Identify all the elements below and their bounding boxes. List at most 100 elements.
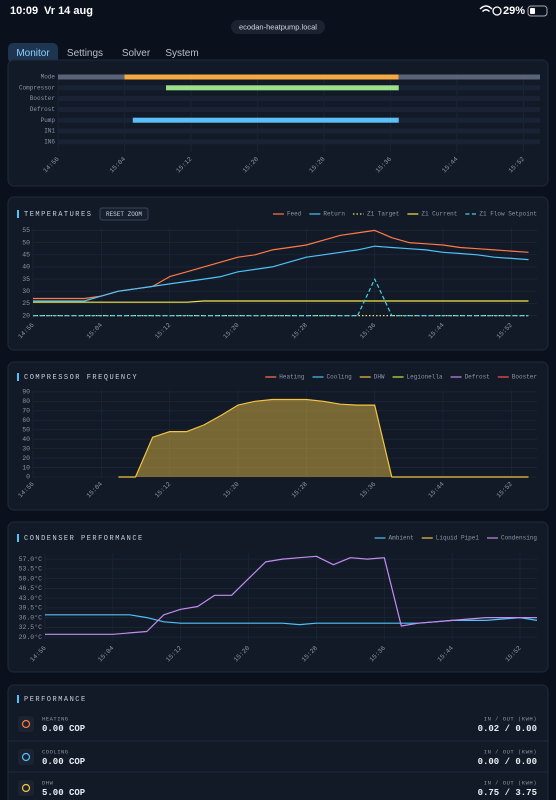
y-tick-label: 45 xyxy=(22,251,30,258)
title-accent xyxy=(17,210,19,218)
y-tick-label: 60 xyxy=(22,417,30,424)
series-line xyxy=(33,300,529,303)
status-date: Vr 14 aug xyxy=(44,5,93,17)
series-line xyxy=(33,245,529,302)
y-tick-label: 90 xyxy=(22,389,30,396)
status-time: 10:09 xyxy=(10,5,38,17)
legend-label: Condensing xyxy=(501,535,537,542)
row-cop: 0.00 COP xyxy=(42,724,86,734)
legend-label: Booster xyxy=(512,374,538,381)
series-line xyxy=(45,555,537,635)
y-tick-label: 40 xyxy=(22,436,30,443)
row-track xyxy=(58,96,540,102)
wifi-icon xyxy=(479,5,493,13)
row-track xyxy=(58,128,540,134)
row-cop: 0.00 COP xyxy=(42,757,86,767)
legend-label: Heating xyxy=(279,374,305,381)
card xyxy=(7,59,549,187)
card xyxy=(7,361,549,511)
url: ecodan-heatpump.local xyxy=(239,22,317,31)
y-tick-label: 0 xyxy=(26,474,30,481)
row-label: IN1 xyxy=(44,128,55,135)
card-title: COMPRESSOR FREQUENCY xyxy=(24,374,138,382)
state-bar xyxy=(398,74,540,80)
row-label: HEATING xyxy=(42,715,69,722)
legend-label: Return xyxy=(323,211,345,218)
y-tick-label: 40 xyxy=(22,264,30,271)
legend-label: Z1 Flow Setpoint xyxy=(479,211,537,218)
row-cop: 5.00 COP xyxy=(42,788,86,798)
y-tick-label: 46.5°C xyxy=(19,584,43,592)
y-tick-label: 25 xyxy=(22,300,30,307)
y-tick-label: 20 xyxy=(22,312,30,319)
legend-label: Ambient xyxy=(389,535,414,542)
y-tick-label: 20 xyxy=(22,455,30,462)
lock-icon xyxy=(492,6,502,16)
row-icon xyxy=(18,716,34,732)
card-title: PERFORMANCE xyxy=(24,696,87,704)
active-tab-bg xyxy=(8,43,58,63)
row-label: DHW xyxy=(42,779,54,786)
row-io: 0.02 / 0.00 xyxy=(478,724,537,734)
y-tick-label: 50.0°C xyxy=(19,574,43,582)
row-io-label: IN / OUT (KWH) xyxy=(484,779,537,786)
legend-label: Z1 Current xyxy=(421,211,457,218)
y-tick-label: 39.5°C xyxy=(19,604,43,612)
y-tick-label: 70 xyxy=(22,408,30,415)
reset-zoom-button[interactable] xyxy=(99,207,149,221)
series-line xyxy=(33,278,529,317)
row-label: COOLING xyxy=(42,748,69,755)
row-track xyxy=(58,106,540,112)
battery-level: 29% xyxy=(503,5,525,17)
y-tick-label: 30 xyxy=(22,288,30,295)
row-io: 0.00 / 0.00 xyxy=(478,757,537,767)
row-icon-glyph xyxy=(21,783,31,793)
legend-label: Z1 Target xyxy=(367,211,399,218)
title-accent xyxy=(17,373,19,381)
row-icon xyxy=(18,749,34,765)
card-title: CONDENSER PERFORMANCE xyxy=(24,535,144,543)
row-label: Pump xyxy=(41,117,56,124)
row-label: Compressor xyxy=(19,84,55,91)
y-tick-label: 36.0°C xyxy=(19,613,43,621)
row-label: Mode xyxy=(41,74,56,81)
y-tick-label: 55 xyxy=(22,227,30,234)
card xyxy=(7,196,549,351)
row-icon-glyph xyxy=(21,719,31,729)
y-tick-label: 50 xyxy=(22,426,30,433)
title-accent xyxy=(17,534,19,542)
row-io: 0.75 / 3.75 xyxy=(478,788,537,798)
series-line xyxy=(118,398,529,478)
y-tick-label: 30 xyxy=(22,445,30,452)
row-icon xyxy=(18,780,34,796)
legend-label: Feed xyxy=(287,211,302,218)
card xyxy=(7,684,549,800)
legend-label: Liquid Pipe1 xyxy=(436,535,480,542)
title-accent xyxy=(17,695,19,703)
y-tick-label: 10 xyxy=(22,464,30,471)
state-bar xyxy=(166,85,399,91)
card-title: TEMPERATURES xyxy=(24,211,92,219)
y-tick-label: 50 xyxy=(22,239,30,246)
tab[interactable]: Monitor xyxy=(16,48,50,59)
y-tick-label: 43.0°C xyxy=(19,594,43,602)
card xyxy=(7,521,549,673)
reset-zoom-label: RESET ZOOM xyxy=(106,211,142,218)
tab[interactable]: System xyxy=(165,48,198,59)
state-bar xyxy=(58,74,125,80)
state-bar xyxy=(124,74,399,80)
legend-label: Legionella xyxy=(407,374,443,381)
row-label: IN6 xyxy=(44,138,55,145)
row-track xyxy=(58,139,540,145)
tab[interactable]: Settings xyxy=(67,48,103,59)
state-bar xyxy=(132,117,399,123)
battery-icon xyxy=(527,5,548,17)
y-tick-label: 53.5°C xyxy=(19,565,43,573)
y-tick-label: 35 xyxy=(22,276,30,283)
row-label: Defrost xyxy=(30,106,55,113)
legend-label: Cooling xyxy=(327,374,353,381)
row-icon-glyph xyxy=(21,752,31,762)
url-bar[interactable] xyxy=(231,20,325,34)
tab[interactable]: Solver xyxy=(122,48,151,59)
y-tick-label: 29.0°C xyxy=(19,633,43,641)
